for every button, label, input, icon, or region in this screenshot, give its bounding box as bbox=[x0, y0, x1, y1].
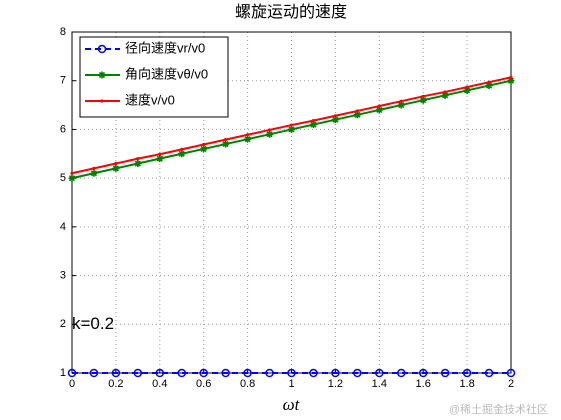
x-tick-label: 1 bbox=[288, 378, 294, 390]
y-tick-label: 1 bbox=[60, 367, 66, 379]
marker bbox=[70, 171, 74, 175]
marker bbox=[506, 368, 516, 378]
y-tick-label: 5 bbox=[60, 172, 66, 184]
marker bbox=[92, 166, 96, 170]
marker bbox=[487, 80, 491, 84]
marker bbox=[397, 101, 405, 109]
y-tick-label: 4 bbox=[60, 221, 66, 233]
y-tick-label: 7 bbox=[60, 75, 66, 87]
marker bbox=[178, 150, 186, 158]
marker bbox=[202, 142, 206, 147]
marker bbox=[419, 96, 427, 104]
marker bbox=[507, 77, 515, 85]
marker bbox=[465, 85, 469, 89]
x-tick-label: 1.2 bbox=[328, 378, 343, 390]
marker bbox=[377, 104, 381, 108]
x-tick-label: 0.8 bbox=[240, 378, 255, 390]
marker bbox=[421, 94, 425, 98]
marker bbox=[463, 86, 471, 94]
legend-marker bbox=[100, 99, 104, 103]
marker bbox=[180, 147, 184, 152]
marker bbox=[355, 109, 359, 113]
marker bbox=[509, 75, 513, 79]
marker bbox=[418, 368, 428, 378]
legend-label: 角向速度vθ/v0 bbox=[125, 66, 208, 81]
marker bbox=[287, 368, 296, 378]
legend-label: 速度v/v0 bbox=[125, 92, 175, 107]
marker bbox=[112, 164, 120, 172]
marker bbox=[136, 157, 140, 161]
marker bbox=[67, 368, 77, 378]
x-tick-label: 0.6 bbox=[196, 378, 211, 390]
marker bbox=[288, 125, 295, 133]
marker bbox=[89, 368, 99, 378]
marker bbox=[462, 368, 472, 378]
marker bbox=[265, 368, 274, 378]
chart-title: 螺旋运动的速度 bbox=[235, 3, 347, 21]
marker bbox=[133, 368, 143, 378]
marker bbox=[266, 130, 274, 138]
y-tick-label: 3 bbox=[60, 269, 66, 281]
marker bbox=[399, 99, 403, 103]
marker bbox=[134, 160, 142, 168]
marker bbox=[199, 368, 208, 378]
marker bbox=[224, 138, 228, 142]
x-tick-label: 0.2 bbox=[108, 378, 123, 390]
marker bbox=[289, 123, 294, 127]
marker bbox=[155, 368, 165, 378]
y-tick-label: 6 bbox=[60, 123, 66, 135]
marker bbox=[309, 121, 317, 129]
marker bbox=[90, 169, 98, 177]
x-tick-label: 2 bbox=[508, 378, 514, 390]
axes-box bbox=[71, 31, 512, 374]
marker bbox=[246, 133, 250, 137]
annotation: k=0.2 bbox=[72, 314, 114, 333]
x-tick-label: 1.8 bbox=[459, 378, 474, 390]
x-tick-label: 0 bbox=[69, 378, 75, 390]
legend-label: 径向速度vr/v0 bbox=[125, 40, 205, 55]
marker bbox=[221, 368, 230, 378]
marker bbox=[200, 145, 208, 153]
marker bbox=[353, 368, 362, 378]
marker bbox=[353, 111, 361, 119]
marker bbox=[484, 368, 494, 378]
marker bbox=[158, 152, 162, 156]
y-tick-label: 2 bbox=[60, 318, 66, 330]
legend-marker bbox=[97, 44, 107, 54]
marker bbox=[309, 368, 318, 378]
marker bbox=[243, 368, 252, 378]
marker bbox=[375, 368, 384, 378]
x-axis-label: ωt bbox=[283, 395, 301, 414]
marker bbox=[397, 368, 406, 378]
marker bbox=[331, 116, 339, 124]
marker bbox=[111, 368, 121, 378]
marker bbox=[114, 161, 118, 166]
marker bbox=[441, 91, 449, 99]
marker bbox=[333, 114, 337, 118]
marker bbox=[443, 90, 447, 94]
marker bbox=[156, 155, 164, 163]
x-tick-label: 0.4 bbox=[152, 378, 167, 390]
marker bbox=[440, 368, 450, 378]
marker bbox=[177, 368, 186, 378]
marker bbox=[331, 368, 340, 378]
marker bbox=[222, 140, 230, 148]
marker bbox=[375, 106, 383, 114]
marker bbox=[244, 135, 252, 143]
watermark: @稀土掘金技术社区 bbox=[449, 402, 548, 416]
marker bbox=[68, 174, 76, 182]
x-tick-label: 1.4 bbox=[372, 378, 387, 390]
marker bbox=[311, 119, 316, 123]
marker bbox=[485, 82, 493, 90]
y-tick-label: 8 bbox=[60, 26, 66, 38]
legend-marker bbox=[98, 71, 106, 79]
x-tick-label: 1.6 bbox=[416, 378, 431, 390]
marker bbox=[267, 128, 272, 132]
